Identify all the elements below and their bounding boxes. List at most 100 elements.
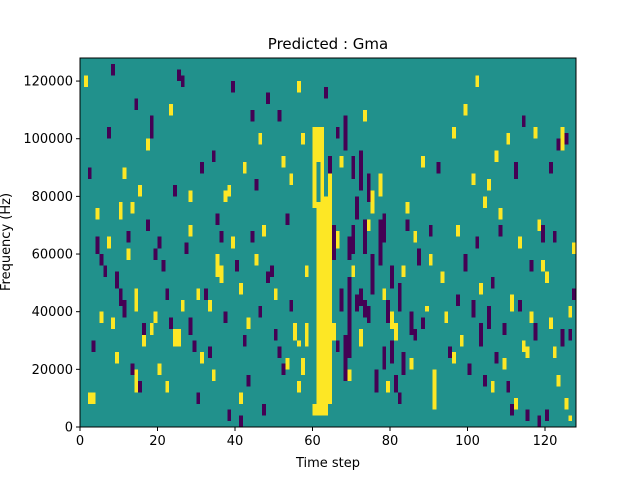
heatmap-cell-positive <box>490 380 495 393</box>
heatmap-cell-negative <box>250 109 255 122</box>
heatmap-cell-negative <box>390 340 394 364</box>
heatmap-cell-positive <box>126 248 131 260</box>
heatmap-cell-positive <box>107 236 111 249</box>
heatmap-cell-positive <box>541 259 545 272</box>
heatmap-cell-negative <box>490 277 495 289</box>
heatmap-cell-negative <box>390 265 394 289</box>
heatmap-cell-negative <box>506 380 511 393</box>
heatmap-cell-positive <box>510 294 514 312</box>
heatmap-cell-positive <box>498 207 503 220</box>
heatmap-cell-negative <box>355 196 359 220</box>
heatmap-cell-positive <box>227 184 232 197</box>
heatmap-cell-negative <box>165 288 170 301</box>
heatmap-cell-negative <box>215 213 220 226</box>
heatmap-cell-negative <box>184 242 189 255</box>
heatmap-cell-negative <box>95 236 100 255</box>
heatmap-cell-negative <box>359 288 363 306</box>
y-axis-ticks: 0 20000 40000 60000 80000 100000 120000 <box>23 75 80 436</box>
chart-title: Predicted : Gma <box>268 35 388 53</box>
heatmap-cell-positive <box>111 317 115 329</box>
heatmap-cell-positive <box>316 202 321 416</box>
heatmap-cell-negative <box>180 75 185 87</box>
heatmap-cell-negative <box>250 230 255 243</box>
heatmap-cell-positive <box>180 300 185 312</box>
y-axis-label: Frequency (Hz) <box>0 193 14 291</box>
heatmap-cell-negative <box>471 300 476 318</box>
heatmap-cell-negative <box>157 236 162 249</box>
heatmap-cell-negative <box>564 132 569 145</box>
heatmap-cell-positive <box>564 398 569 410</box>
heatmap-cell-negative <box>331 225 336 260</box>
heatmap-cell-negative <box>161 259 166 272</box>
heatmap-cell-positive <box>455 225 460 237</box>
heatmap-cell-negative <box>207 346 212 358</box>
heatmap-cell-positive <box>428 254 433 266</box>
heatmap-cell-negative <box>421 317 425 329</box>
heatmap-cell-negative <box>262 403 266 416</box>
heatmap-cell-positive <box>362 109 367 122</box>
heatmap-cell-positive <box>262 225 266 237</box>
heatmap-cell-negative <box>169 317 173 329</box>
x-tick-label: 120 <box>533 434 558 449</box>
x-tick-label: 0 <box>76 434 84 449</box>
heatmap-cell-negative <box>572 288 576 301</box>
x-tick-label: 100 <box>455 434 480 449</box>
heatmap-cell-positive <box>273 288 278 301</box>
heatmap-cell-positive <box>331 323 336 341</box>
heatmap-cell-positive <box>548 317 553 329</box>
heatmap-cell-negative <box>273 328 278 341</box>
heatmap-cell-negative <box>188 317 193 335</box>
heatmap-cell-negative <box>142 323 146 341</box>
heatmap-cell-positive <box>99 311 104 324</box>
heatmap-cell-positive <box>118 202 123 220</box>
heatmap-cell-negative <box>405 219 410 231</box>
heatmap-cell-positive <box>486 179 491 191</box>
heatmap-cell-positive <box>91 392 96 404</box>
heatmap-cell-positive <box>517 236 522 249</box>
heatmap-cell-positive <box>452 127 456 139</box>
heatmap-cell-positive <box>134 369 139 393</box>
heatmap-cell-negative <box>362 219 367 255</box>
heatmap-cell-negative <box>529 259 534 272</box>
heatmap-cell-positive <box>188 190 193 203</box>
heatmap-cell-positive <box>351 265 356 278</box>
heatmap-cell-negative <box>122 300 127 318</box>
heatmap-cell-positive <box>521 340 526 353</box>
heatmap-cell-negative <box>227 409 232 422</box>
heatmap-cell-negative <box>393 375 398 393</box>
heatmap-cell-positive <box>366 219 371 231</box>
heatmap-cell-negative <box>242 334 247 347</box>
heatmap-cell-positive <box>254 254 259 266</box>
heatmap-cell-negative <box>401 352 406 376</box>
heatmap-cell-positive <box>188 225 193 237</box>
x-axis-label: Time step <box>295 456 360 471</box>
heatmap-cell-positive <box>289 173 294 185</box>
heatmap-cell-positive <box>173 328 177 347</box>
heatmap-cell-positive <box>359 328 363 347</box>
heatmap-cell-negative <box>417 248 421 266</box>
heatmap-cell-positive <box>211 369 216 381</box>
heatmap-cell-positive <box>312 403 317 416</box>
heatmap-cell-positive <box>452 352 456 364</box>
heatmap-cell-negative <box>107 127 111 139</box>
heatmap-cell-negative <box>475 236 480 249</box>
heatmap-cell-positive <box>413 230 418 243</box>
heatmap-cell-positive <box>471 173 476 185</box>
heatmap-cell-positive <box>370 190 375 214</box>
heatmap-cell-negative <box>285 213 290 226</box>
heatmap-cell-positive <box>149 323 154 335</box>
heatmap-cell-positive <box>382 288 387 301</box>
heatmap-cell-positive <box>463 104 468 116</box>
heatmap-cell-negative <box>231 81 235 93</box>
heatmap-cell-negative <box>397 392 402 404</box>
heatmap-cell-negative <box>281 363 286 376</box>
heatmap-cell-negative <box>266 271 270 283</box>
heatmap-cell-negative <box>560 328 565 347</box>
heatmap-cell-negative <box>359 150 363 191</box>
x-tick-label: 40 <box>227 434 244 449</box>
heatmap-cell-negative <box>246 375 251 387</box>
heatmap-cell-positive <box>215 254 220 278</box>
heatmap-cell-negative <box>498 225 503 237</box>
heatmap-cell-negative <box>335 127 340 139</box>
heatmap-cell-negative <box>351 225 356 255</box>
